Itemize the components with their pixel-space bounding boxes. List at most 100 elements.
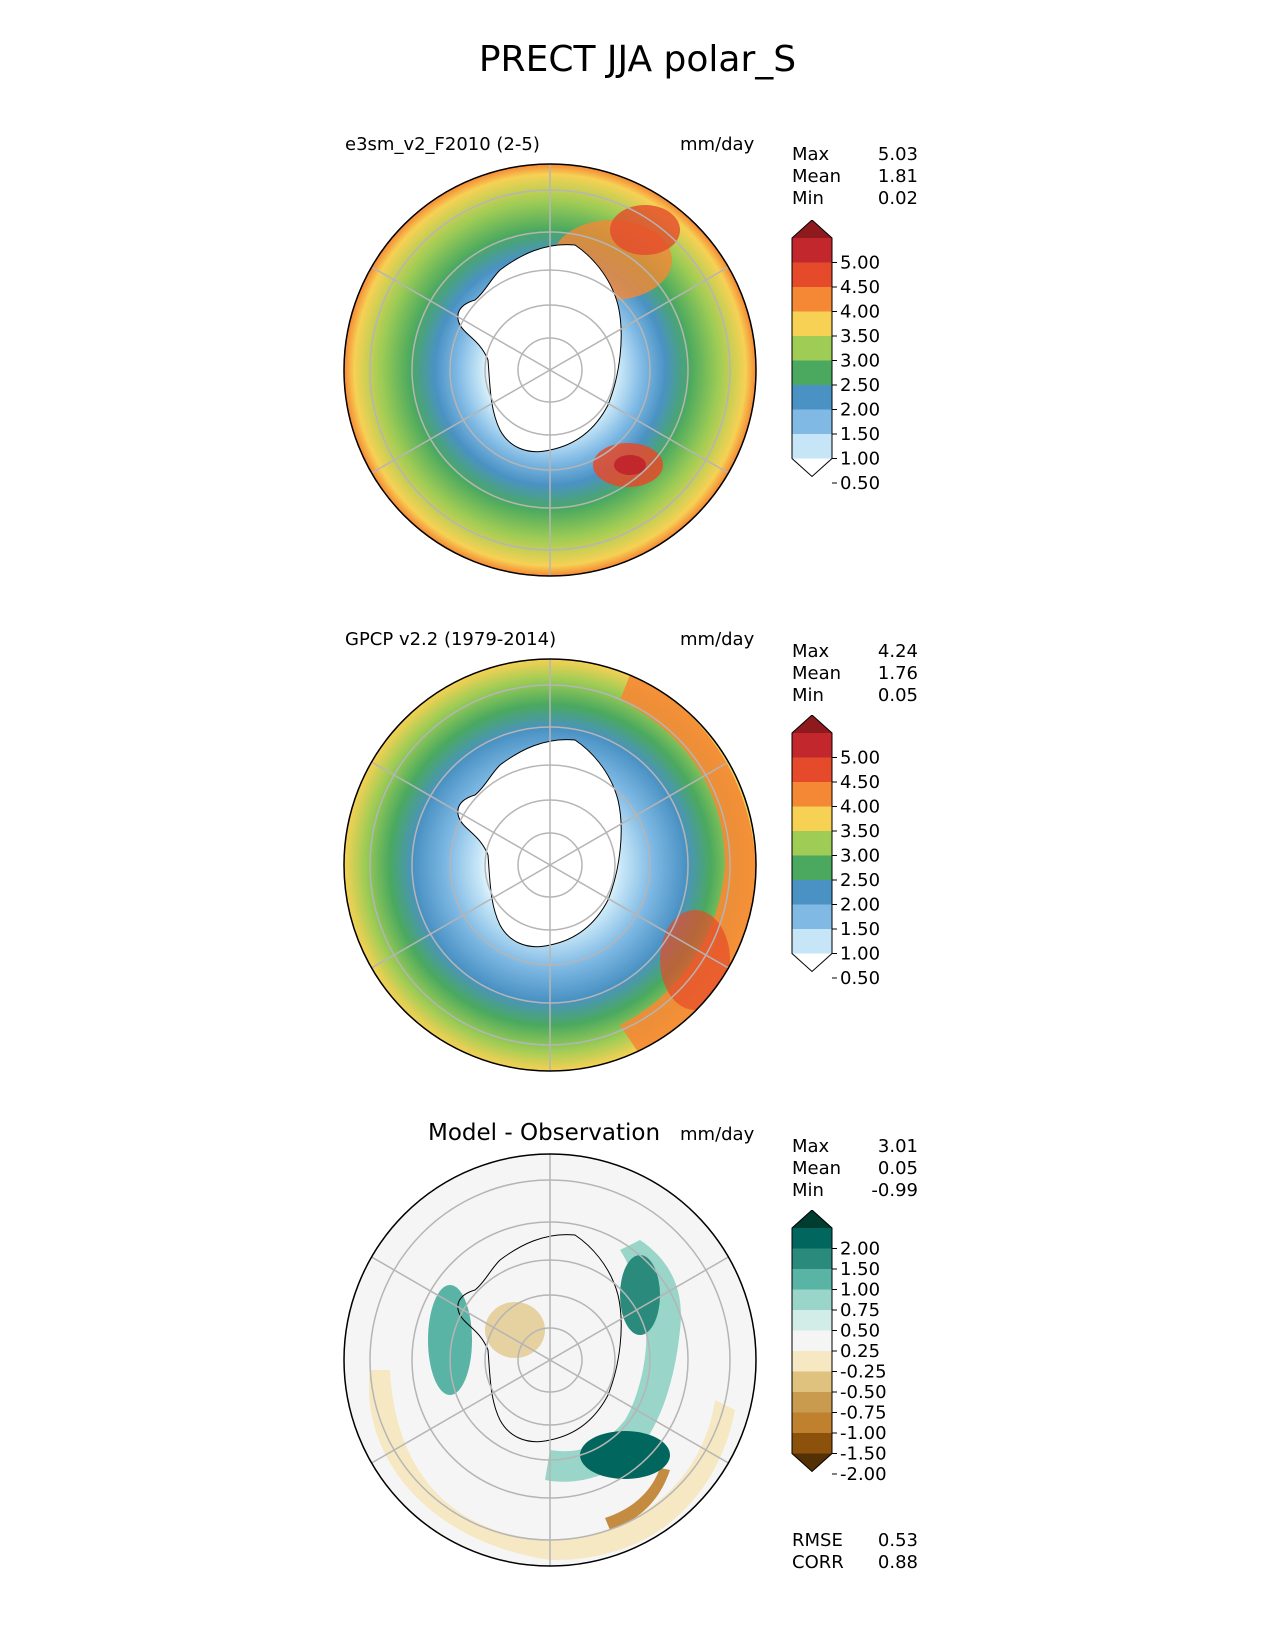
panel-1-stat-min-label: Min: [792, 188, 824, 209]
figure-title: PRECT JJA polar_S: [478, 39, 797, 80]
colorbar-tick-label: 5.00: [840, 253, 880, 274]
colorbar-swatch: [792, 409, 832, 434]
panel-3-positive-se: [580, 1431, 670, 1479]
panel-3-antarctica: [457, 1234, 622, 1443]
panel-3-positive-w: [428, 1285, 472, 1395]
colorbar-tick-label: 2.00: [840, 1239, 880, 1260]
colorbar-swatch: [792, 385, 832, 410]
panel-1-map-border: [343, 163, 757, 577]
panel-3-corr-label: CORR: [792, 1552, 844, 1573]
colorbar-swatch: [792, 336, 832, 361]
colorbar-swatch: [792, 1289, 832, 1310]
colorbar-tick-label: -0.25: [840, 1362, 887, 1383]
panel-3-positive-e: [620, 1255, 660, 1335]
colorbar-tick-label: 4.50: [840, 277, 880, 298]
colorbar-tick-label: 4.00: [840, 302, 880, 323]
colorbar-swatch: [792, 855, 832, 880]
colorbar-swatch: [792, 1392, 832, 1413]
colorbar-extend-bottom: [792, 953, 832, 972]
colorbar-tick-label: 1.50: [840, 424, 880, 445]
panel-2-stat-min-label: Min: [792, 685, 824, 706]
colorbar-swatch: [792, 1269, 832, 1290]
colorbar-swatch: [792, 1310, 832, 1331]
panel-2-stat-mean-label: Mean: [792, 663, 842, 684]
colorbar-swatch: [792, 1351, 832, 1372]
colorbar-tick-label: -2.00: [840, 1464, 887, 1485]
colorbar-tick-label: 2.00: [840, 400, 880, 421]
colorbar-swatch: [792, 1228, 832, 1249]
panel-3-stat-min-value: -0.99: [871, 1180, 918, 1201]
colorbar-swatch: [792, 262, 832, 287]
panel-3-negative-se: [605, 1468, 670, 1530]
colorbar-swatch: [792, 831, 832, 856]
colorbar-swatch: [792, 360, 832, 385]
colorbar-extend-bottom: [792, 1453, 832, 1472]
colorbar-tick-label: 1.00: [840, 449, 880, 470]
colorbar-tick-label: 2.00: [840, 895, 880, 916]
colorbar-tick-label: 4.00: [840, 797, 880, 818]
panel-2-stat-max-label: Max: [792, 641, 830, 662]
panel-1-polar-map: [343, 163, 757, 577]
colorbar-tick-label: 1.50: [840, 919, 880, 940]
panel-2-map-border: [343, 658, 757, 1072]
colorbar-swatch: [792, 1433, 832, 1454]
colorbar-tick-label: -0.50: [840, 1382, 887, 1403]
colorbar-swatch: [792, 238, 832, 263]
panel-3-stat-mean-label: Mean: [792, 1158, 842, 1179]
panel-3-negative-center: [485, 1302, 545, 1358]
panel-1-stat-mean-label: Mean: [792, 166, 842, 187]
colorbar-tick-label: 2.50: [840, 375, 880, 396]
colorbar-swatch: [792, 904, 832, 929]
colorbar-swatch: [792, 782, 832, 807]
panel-1-stat-max-label: Max: [792, 144, 830, 165]
colorbar-tick-label: 0.75: [840, 1300, 880, 1321]
colorbar-swatch: [792, 311, 832, 336]
colorbar-tick-label: 0.25: [840, 1341, 880, 1362]
colorbar-tick-label: 4.50: [840, 772, 880, 793]
colorbar-tick-label: 3.00: [840, 351, 880, 372]
panel-3-title: Model - Observation: [428, 1120, 661, 1146]
colorbar-swatch: [792, 757, 832, 782]
colorbar-swatch: [792, 1412, 832, 1433]
panel-2-anomaly-se: [660, 910, 730, 1010]
colorbar-swatch: [792, 929, 832, 954]
panel-3-outer-ring-negative: [368, 1370, 735, 1561]
colorbar-swatch: [792, 434, 832, 459]
colorbar-tick-label: -1.50: [840, 1444, 887, 1465]
colorbar-tick-label: 2.50: [840, 870, 880, 891]
colorbar-tick-label: 0.50: [840, 473, 880, 494]
panel-3-units: mm/day: [680, 1124, 755, 1145]
colorbar-extend-top: [792, 715, 832, 733]
colorbar-extend-top: [792, 220, 832, 238]
colorbar-tick-label: -0.75: [840, 1403, 887, 1424]
panel-3-polar-map: [343, 1153, 757, 1567]
colorbar-tick-label: 5.00: [840, 748, 880, 769]
panel-1-stat-min-value: 0.02: [877, 188, 918, 209]
panel-1-title: e3sm_v2_F2010 (2-5): [345, 134, 540, 155]
colorbar-tick-label: 1.00: [840, 944, 880, 965]
panel-1-anomaly-ne-peak: [610, 205, 680, 255]
panel-2-graticule: [369, 659, 731, 1071]
panel-3-stat-max-label: Max: [792, 1136, 830, 1157]
colorbar-tick-label: 1.00: [840, 1280, 880, 1301]
colorbar-extend-top: [792, 1210, 832, 1228]
panel-2-title: GPCP v2.2 (1979-2014): [345, 629, 557, 650]
panel-2-stat-mean-value: 1.76: [877, 663, 918, 684]
panel-3-map-border: [343, 1153, 757, 1567]
colorbar-swatch: [792, 1248, 832, 1269]
panel-3-stat-mean-value: 0.05: [877, 1158, 918, 1179]
colorbar-tick-label: 1.50: [840, 1259, 880, 1280]
colorbar-extend-bottom: [792, 458, 832, 477]
panel-3-corr-value: 0.88: [877, 1552, 918, 1573]
panel-3-stat-max-value: 3.01: [877, 1136, 918, 1157]
colorbar-tick-label: 3.50: [840, 326, 880, 347]
panel-1-stat-mean-value: 1.81: [877, 166, 918, 187]
colorbar-tick-label: 3.00: [840, 846, 880, 867]
panel-2-stat-min-value: 0.05: [877, 685, 918, 706]
panel-2-units: mm/day: [680, 629, 755, 650]
colorbar-tick-label: 0.50: [840, 968, 880, 989]
panel-1-stat-max-value: 5.03: [877, 144, 918, 165]
panel-1-units: mm/day: [680, 134, 755, 155]
panel-1-graticule: [369, 164, 731, 576]
panel-2-colorbar: 5.00 4.50 4.00 3.50 3.00 2.50 2.00 1.50 1.00 0.50: [791, 715, 880, 989]
